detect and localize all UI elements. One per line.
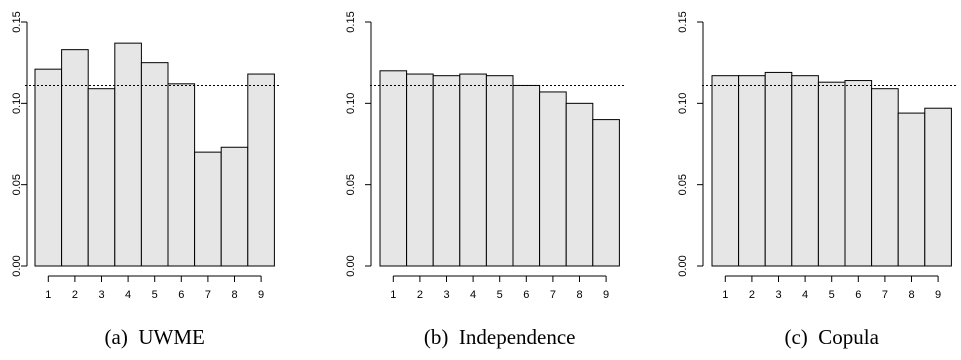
panel-caption: (a) UWME [105, 325, 205, 349]
x-tick-label: 3 [775, 289, 781, 301]
bar-9 [247, 73, 275, 267]
x-tick-label: 3 [443, 289, 449, 301]
bar-6 [512, 84, 541, 267]
bar-7 [539, 91, 567, 267]
x-tick-label: 5 [152, 289, 158, 301]
x-tick-label: 3 [98, 289, 104, 301]
x-tick-label: 8 [908, 289, 914, 301]
y-tick-label: 0.10 [11, 93, 23, 114]
panel-uwme: 0.00 0.05 0.10 0.15 1 2 3 4 5 6 7 8 9 (a) UWME [11, 11, 281, 349]
bar-2 [61, 49, 89, 267]
bar-8 [897, 112, 926, 267]
y-tick-label: 0.15 [345, 11, 357, 32]
panel-caption: (c) Copula [784, 325, 879, 349]
bar-3 [432, 75, 461, 267]
x-tick-label: 5 [829, 289, 835, 301]
y-tick-label: 0.15 [11, 11, 23, 32]
x-tick-label: 4 [802, 289, 808, 301]
bar-9 [592, 119, 620, 267]
bar-7 [871, 88, 899, 267]
bar-1 [711, 75, 740, 267]
x-tick-label: 2 [749, 289, 755, 301]
bar-5 [817, 81, 846, 267]
y-tick-label: 0.05 [345, 174, 357, 195]
bar-8 [220, 146, 249, 267]
x-tick-label: 6 [523, 289, 529, 301]
y-tick-label: 0.00 [677, 255, 689, 276]
x-tick-label: 4 [125, 289, 131, 301]
panel-caption: (b) Independence [424, 325, 576, 349]
bar-6 [844, 80, 873, 267]
panel-copula: 0.00 0.05 0.10 0.15 1 2 3 4 5 6 7 8 9 (c) Copula [677, 11, 958, 349]
bar-7 [194, 151, 222, 267]
x-tick-label: 8 [576, 289, 582, 301]
y-tick-label: 0.00 [345, 255, 357, 276]
panel-independence: 0.00 0.05 0.10 0.15 1 2 3 4 5 6 7 8 9 (b) Independenc… [345, 11, 626, 349]
bar-2 [406, 73, 434, 267]
x-tick-label: 2 [417, 289, 423, 301]
x-tick-label: 1 [45, 289, 51, 301]
bar-5 [485, 75, 514, 267]
x-tick-label: 9 [603, 289, 609, 301]
bar-4 [459, 73, 487, 267]
x-tick-label: 4 [470, 289, 476, 301]
y-tick-label: 0.10 [677, 93, 689, 114]
x-tick-label: 6 [855, 289, 861, 301]
x-tick-label: 2 [72, 289, 78, 301]
x-tick-label: 1 [390, 289, 396, 301]
x-tick-label: 7 [882, 289, 888, 301]
x-tick-label: 7 [205, 289, 211, 301]
x-tick-label: 9 [935, 289, 941, 301]
bar-2 [738, 75, 766, 267]
x-tick-label: 8 [231, 289, 237, 301]
x-tick-label: 1 [722, 289, 728, 301]
bar-1 [379, 70, 408, 267]
bar-3 [87, 88, 116, 267]
y-tick-label: 0.00 [11, 255, 23, 276]
bar-8 [565, 102, 594, 267]
bar-4 [791, 75, 819, 267]
x-tick-label: 9 [258, 289, 264, 301]
bar-4 [114, 42, 142, 267]
bar-5 [140, 62, 169, 267]
bar-1 [34, 68, 63, 267]
x-tick-label: 5 [497, 289, 503, 301]
bar-6 [167, 83, 196, 267]
y-tick-label: 0.05 [677, 174, 689, 195]
y-tick-label: 0.10 [345, 93, 357, 114]
x-tick-label: 6 [178, 289, 184, 301]
x-tick-label: 7 [550, 289, 556, 301]
y-tick-label: 0.05 [11, 174, 23, 195]
bar-9 [924, 107, 952, 267]
y-tick-label: 0.15 [677, 11, 689, 32]
bar-3 [764, 71, 793, 267]
